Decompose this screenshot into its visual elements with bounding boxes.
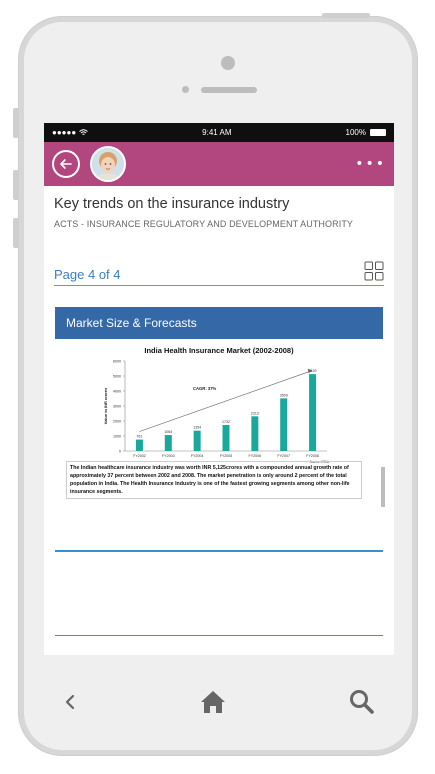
slide-heading: Market Size & Forecasts — [55, 307, 383, 339]
trend-arrow — [139, 370, 311, 432]
x-tick-label: FY2005 — [220, 454, 233, 458]
bar-value-label: 1064 — [164, 430, 172, 434]
bottom-nav — [44, 680, 394, 724]
user-photo-icon — [92, 148, 124, 180]
status-bar: ●●●●● 9:41 AM 100% — [44, 123, 394, 142]
bar-value-label: 2313 — [251, 411, 259, 415]
chart-title: India Health Insurance Market (2002-2008… — [144, 346, 294, 355]
y-tick-label: 1000 — [113, 435, 121, 439]
scrollbar[interactable] — [381, 467, 385, 507]
battery-icon — [370, 129, 386, 137]
y-tick-label: 3000 — [113, 405, 121, 409]
avatar[interactable] — [90, 146, 126, 182]
x-tick-label: FY2007 — [277, 454, 290, 458]
bar — [164, 435, 172, 451]
power-button — [322, 13, 370, 18]
page-indicator: Page 4 of 4 — [54, 267, 121, 282]
y-tick-label: 5000 — [113, 375, 121, 379]
signal-icon: ●●●●● — [52, 128, 77, 137]
y-axis-label: Value in INR crores — [103, 387, 108, 424]
back-button[interactable] — [52, 150, 80, 178]
x-tick-label: FY2006 — [249, 454, 262, 458]
pager: Page 4 of 4 — [54, 255, 384, 286]
app-bar: ••• — [44, 142, 394, 186]
divider — [55, 550, 383, 552]
battery-percent: 100% — [345, 128, 366, 137]
more-options-icon[interactable]: ••• — [355, 156, 386, 172]
sensor — [182, 86, 189, 93]
y-tick-label: 6000 — [113, 360, 121, 364]
x-tick-label: FY2004 — [191, 454, 204, 458]
bar-value-label: 761 — [136, 435, 142, 439]
y-tick-label: 2000 — [113, 420, 121, 424]
mute-switch — [13, 108, 19, 138]
grid-view-icon[interactable] — [364, 261, 384, 281]
battery-indicator: 100% — [346, 128, 386, 137]
slide-caption: The Indian healthcare insurance industry… — [66, 461, 362, 499]
bar — [280, 398, 288, 451]
x-tick-label: FY2002 — [133, 454, 146, 458]
y-tick-label: 4000 — [113, 390, 121, 394]
bar — [309, 374, 317, 451]
divider — [55, 635, 383, 636]
page-title: Key trends on the insurance industry — [54, 196, 290, 212]
chart-source: Source: IRDA — [310, 460, 330, 464]
bar-chart: 0 1000 2000 3000 4000 5000 6000 Value in INR cr… — [103, 360, 330, 465]
y-tick-label: 0 — [119, 450, 121, 454]
bar-value-label: 1354 — [193, 426, 201, 430]
arrow-left-icon — [60, 159, 72, 169]
bar-value-label: 3509 — [280, 393, 288, 397]
x-tick-label: FY2008 — [306, 454, 319, 458]
volume-down-button — [13, 218, 19, 248]
bar — [135, 439, 143, 451]
bar — [193, 430, 201, 451]
x-tick-label: FY2003 — [162, 454, 175, 458]
status-time: 9:41 AM — [202, 128, 232, 137]
search-icon[interactable] — [348, 688, 376, 716]
earpiece-speaker — [201, 87, 257, 93]
volume-up-button — [13, 170, 19, 200]
wifi-icon — [79, 129, 89, 135]
bar — [222, 425, 230, 451]
screen: ●●●●● 9:41 AM 100% ••• Key trends on the… — [44, 123, 394, 655]
slide-page: Market Size & Forecasts India Health Ins… — [55, 307, 385, 545]
back-chevron-icon[interactable] — [62, 692, 78, 712]
signal-wifi: ●●●●● — [52, 128, 89, 137]
page-subtitle: ACTS - INSURANCE REGULATORY AND DEVELOPM… — [54, 219, 354, 229]
front-camera — [221, 56, 235, 70]
bar — [251, 416, 259, 451]
bar-value-label: 5125 — [309, 369, 317, 373]
bar-value-label: 1732 — [222, 420, 230, 424]
home-icon[interactable] — [199, 689, 227, 715]
trend-arrow-head — [307, 368, 313, 374]
chart-annotation: CAGR: 37% — [193, 386, 217, 391]
